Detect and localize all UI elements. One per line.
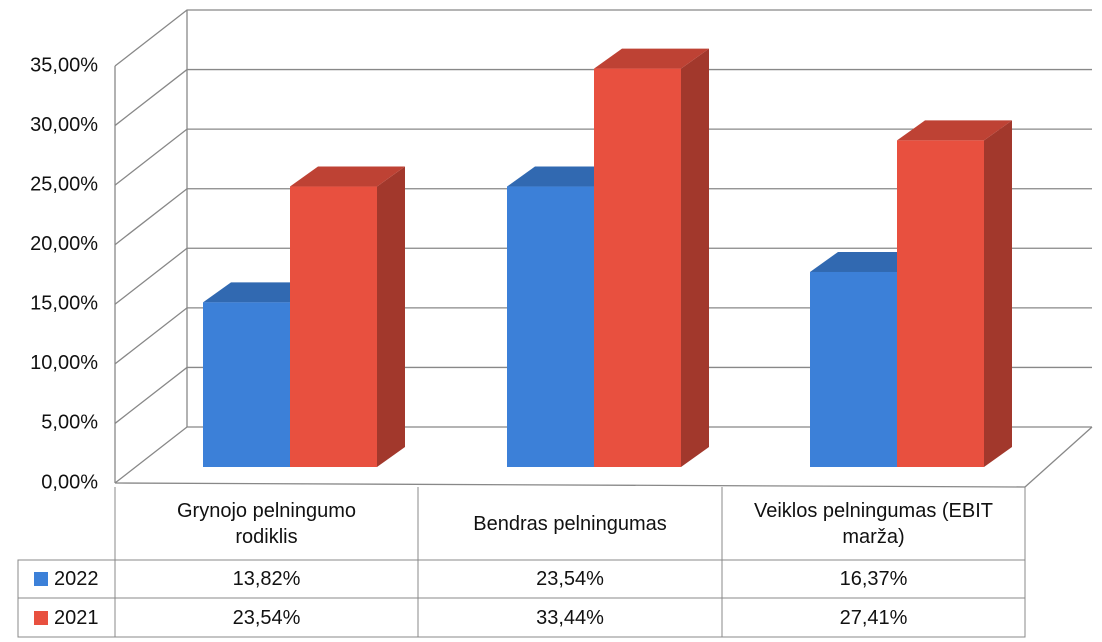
y-tick-label: 25,00%	[30, 173, 98, 195]
legend-swatch	[34, 572, 48, 586]
y-tick-label: 10,00%	[30, 352, 98, 374]
legend-entry-text: 2022	[54, 568, 99, 590]
data-label: 23,54%	[418, 560, 722, 598]
bar-top	[810, 251, 925, 272]
bar	[203, 302, 290, 467]
data-label-text: 16,37%	[839, 568, 908, 590]
bar	[290, 186, 377, 467]
y-tick-label: 5,00%	[41, 412, 98, 434]
floor-front	[114, 482, 1026, 488]
x-tick-label-text: Bendras pelningumas	[473, 512, 667, 535]
bar-side	[681, 48, 709, 468]
bar-side	[377, 166, 405, 467]
x-tick-label: Grynojo pelningumo rodiklis	[115, 487, 418, 560]
bar	[507, 186, 594, 467]
data-label: 23,54%	[115, 598, 418, 637]
bar	[897, 140, 984, 467]
x-tick-label: Veiklos pelningumas (EBIT marža)	[722, 487, 1025, 560]
y-tick-label: 0,00%	[41, 471, 98, 493]
bar-top	[203, 282, 318, 303]
y-tick-label: 20,00%	[30, 233, 98, 255]
bar-top	[507, 166, 622, 187]
bar	[810, 271, 897, 467]
bar-top	[290, 166, 405, 187]
grid-line	[114, 9, 1092, 67]
x-tick-label: Bendras pelningumas	[418, 487, 722, 560]
bar	[594, 68, 681, 467]
data-label-text: 33,44%	[536, 606, 604, 629]
data-label-text: 13,82%	[232, 568, 301, 590]
y-tick-label: 35,00%	[30, 54, 98, 76]
data-label: 33,44%	[418, 598, 722, 637]
data-label-text: 23,54%	[536, 568, 604, 590]
data-label: 16,37%	[722, 560, 1025, 598]
data-label-text: 23,54%	[232, 606, 301, 629]
legend-swatch	[34, 610, 48, 625]
bar-side	[984, 120, 1012, 467]
data-label: 13,82%	[115, 560, 418, 598]
y-tick-label: 30,00%	[30, 114, 98, 136]
bar-top	[594, 48, 709, 69]
data-label-text: 27,41%	[839, 606, 908, 629]
legend-entry: 2021	[18, 598, 115, 637]
y-tick-label: 15,00%	[30, 293, 98, 315]
data-label: 27,41%	[722, 598, 1025, 637]
x-tick-label-text: Grynojo pelningumo rodiklis	[177, 499, 356, 548]
floor-right	[1024, 426, 1093, 488]
legend-entry: 2022	[18, 560, 115, 598]
legend-entry-text: 2021	[54, 606, 99, 629]
x-tick-label-text: Veiklos pelningumas (EBIT marža)	[753, 499, 993, 548]
bar-top	[897, 120, 1012, 141]
